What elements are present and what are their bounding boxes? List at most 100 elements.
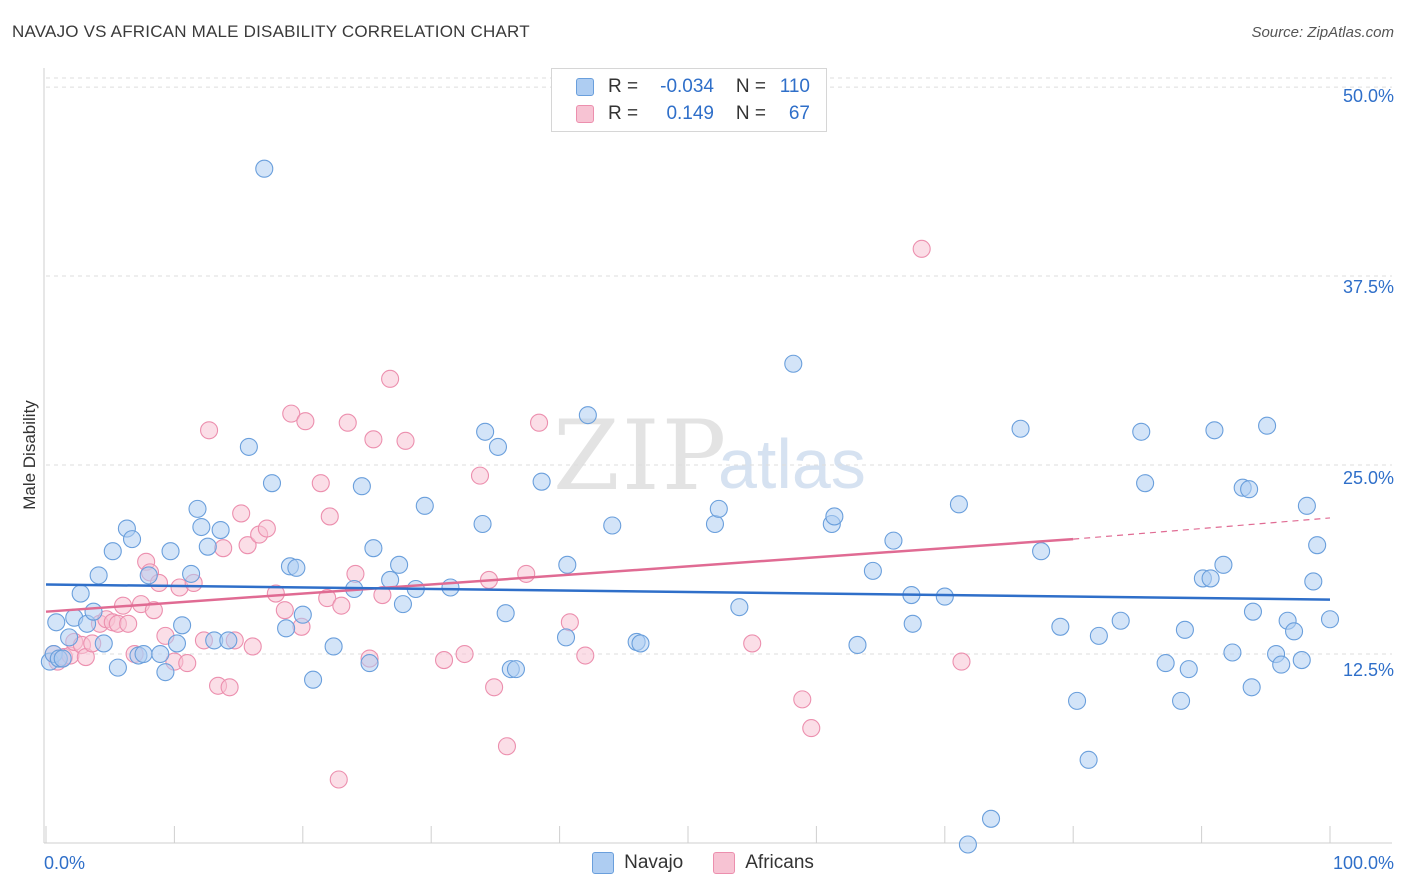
data-point [390,555,409,574]
data-point [1136,474,1155,493]
data-point [1240,480,1259,499]
data-point [935,587,954,606]
data-point [167,634,187,653]
y-axis-label: Male Disability [20,400,39,510]
data-point [243,637,262,656]
data-point [108,658,127,677]
data-point [848,635,867,654]
legend-item-africans[interactable]: Africans [713,852,814,874]
data-point [709,499,728,518]
data-point [84,602,103,621]
data-point [156,663,175,682]
data-point [257,519,276,538]
data-point [631,634,650,653]
data-point [220,678,239,697]
trend-line [45,583,1331,601]
data-point [802,719,821,738]
data-point [884,531,903,550]
data-point [293,605,312,624]
y-tick-label: 12.5% [1342,660,1394,680]
data-point [1308,536,1327,555]
data-point [863,561,882,580]
data-point [381,369,400,388]
legend-label: Africans [745,852,814,873]
data-point [296,412,315,431]
data-point [1258,416,1277,435]
data-point [47,613,66,632]
data-point [94,634,113,653]
data-point [530,413,549,432]
data-point [60,628,79,647]
data-point [287,558,306,577]
legend-label: Navajo [624,852,684,873]
data-point [373,586,392,605]
data-point [182,564,201,583]
africans-swatch [576,105,594,123]
data-point [200,421,219,440]
data-point [517,564,536,583]
n-value: 67 [788,103,810,124]
data-point [214,539,233,558]
n-value: 110 [779,76,810,97]
data-point [122,530,142,549]
x-tick-label: 100.0% [1332,853,1394,873]
data-point [275,601,294,620]
data-point [1243,602,1263,621]
data-point [1156,654,1175,673]
data-point [346,564,365,583]
legend-row-navajo: R = -0.034 N = 110 [576,75,810,99]
y-tick-label: 37.5% [1342,277,1394,297]
data-point [1292,651,1311,670]
data-point [903,614,922,633]
data-point [1201,569,1220,588]
data-point [1132,422,1151,441]
data-point [338,413,357,432]
data-point [415,496,434,515]
data-point [1111,611,1130,630]
data-point [139,566,158,585]
data-point [497,737,517,756]
data-point [144,601,163,620]
chart-title: NAVAJO VS AFRICAN MALE DISABILITY CORREL… [12,22,530,41]
data-point [743,634,762,653]
data-point [730,598,749,617]
r-value: -0.034 [660,76,714,97]
data-point [1175,620,1194,639]
data-point [255,159,274,178]
trend-line-extension [1073,517,1331,540]
data-point [532,472,551,491]
data-point [1205,421,1224,440]
data-point [576,646,595,665]
data-point [496,604,515,623]
data-point [1032,542,1051,561]
r-label: R = [608,103,639,124]
data-point [912,239,931,258]
data-point [1051,617,1070,636]
data-point [1223,643,1242,662]
data-point [1089,626,1108,645]
data-point [364,539,383,558]
data-point [173,616,192,635]
n-label: N = [735,103,766,124]
data-point [473,514,492,534]
data-point [455,644,474,664]
data-point [705,514,725,534]
data-point [262,474,282,493]
data-point [488,437,508,456]
legend-item-navajo[interactable]: Navajo [592,852,683,874]
data-point [476,422,495,441]
data-point [485,678,504,697]
data-point [266,584,285,603]
correlation-legend: R = -0.034 N = 110 R = 0.149 N = 67 [551,68,827,132]
data-point [211,520,230,540]
y-tick-label: 25.0% [1342,468,1394,488]
data-point [232,504,251,523]
data-point [434,651,454,670]
data-point [1214,555,1233,574]
data-point [282,404,301,423]
data-point [151,644,170,664]
data-point [1297,496,1316,515]
data-point [981,809,1001,828]
data-point [324,637,343,656]
